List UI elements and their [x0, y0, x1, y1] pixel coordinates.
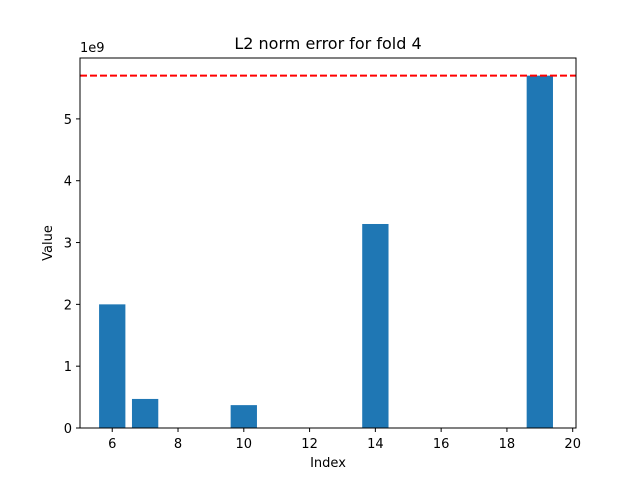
x-axis-ticks: 6 8 10 12 14 16 18 20	[108, 428, 581, 452]
x-tick-label: 20	[564, 437, 581, 452]
x-tick-label: 6	[108, 437, 116, 452]
x-tick-label: 12	[301, 437, 318, 452]
bar-index-7	[131, 398, 159, 428]
y-tick-label: 0	[64, 422, 72, 437]
x-tick-label: 16	[433, 437, 450, 452]
x-axis-label: Index	[310, 456, 346, 471]
y-tick-label: 3	[64, 237, 72, 252]
y-axis-label: Value	[41, 225, 56, 261]
bar-index-6	[99, 304, 126, 428]
y-tick-label: 5	[64, 113, 72, 128]
bar-index-10	[230, 405, 257, 428]
y-scale-label: 1e9	[80, 41, 105, 56]
y-tick-label: 4	[64, 175, 72, 190]
x-tick-label: 14	[367, 437, 384, 452]
x-tick-label: 10	[236, 437, 253, 452]
bars-group	[99, 75, 553, 428]
plot-frame	[79, 57, 577, 429]
x-tick-label: 18	[499, 437, 516, 452]
chart-title: L2 norm error for fold 4	[234, 34, 421, 53]
bar-index-19	[526, 75, 553, 428]
y-tick-label: 2	[64, 298, 72, 313]
y-tick-label: 1	[64, 360, 72, 375]
y-axis-ticks: 0 1 2 3 4 5	[64, 113, 80, 437]
x-tick-label: 8	[174, 437, 182, 452]
bar-index-14	[362, 223, 389, 428]
